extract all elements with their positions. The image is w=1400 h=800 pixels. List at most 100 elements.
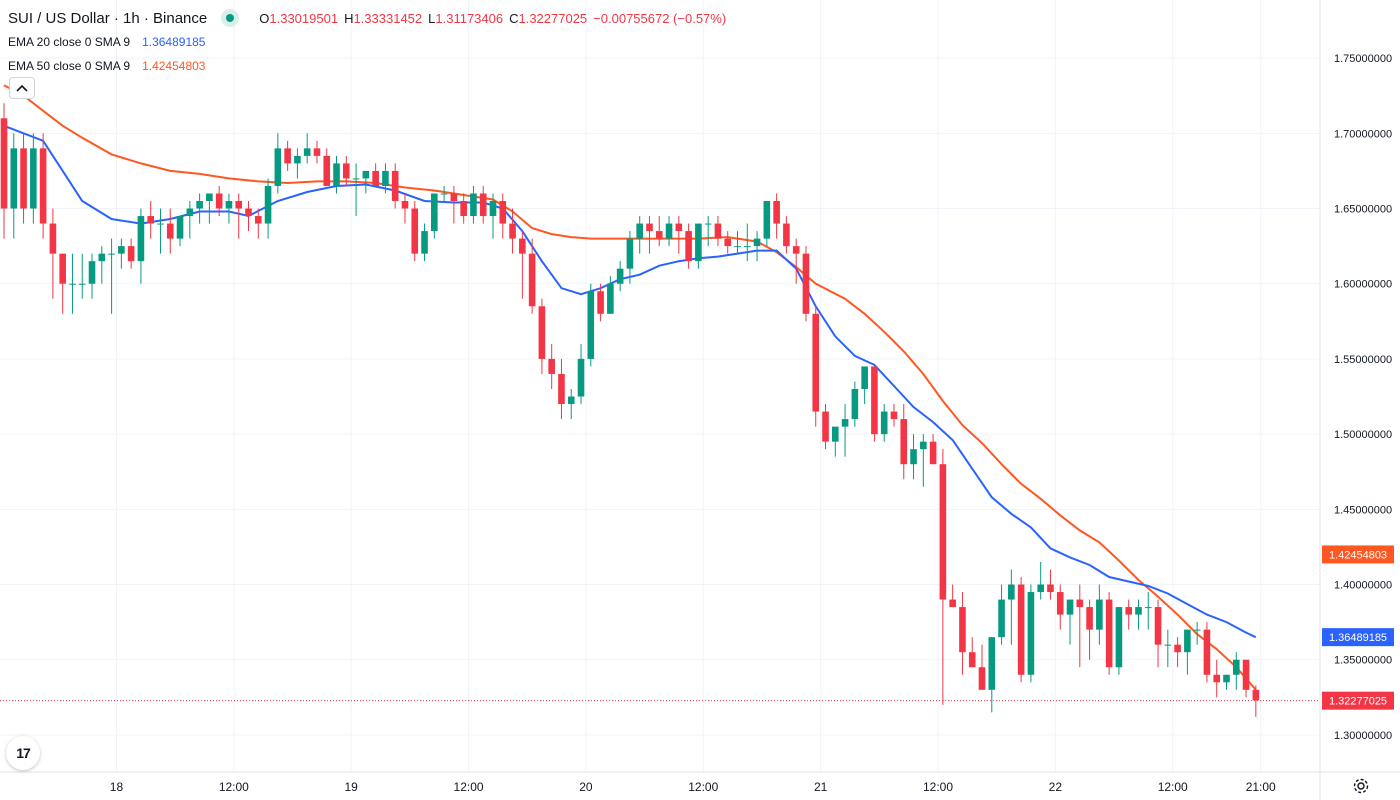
candle <box>127 238 135 269</box>
candle <box>528 238 536 314</box>
candle <box>235 193 243 239</box>
candle-body <box>675 223 683 232</box>
candle <box>675 216 683 254</box>
candle-body <box>939 464 947 600</box>
candle <box>1105 592 1113 675</box>
candle-body <box>910 449 917 465</box>
candle <box>587 283 595 367</box>
candle <box>1193 622 1201 645</box>
time-axis[interactable]: 18 12:00 19 12:00 20 12:00 21 12:00 22 12:00 21:00 <box>0 771 1400 794</box>
candle-body <box>1135 607 1142 615</box>
last-price-badge: 1.32277025 <box>1322 691 1394 710</box>
candle <box>998 584 1005 645</box>
legend-ema20-row[interactable]: EMA 20 close 0 SMA 9 1.36489185 <box>8 30 726 54</box>
candle <box>558 358 565 420</box>
legend-main-row: SUI / US Dollar · 1h · Binance O 1.330195… <box>8 6 726 30</box>
candle-body <box>616 268 624 284</box>
candle-body <box>929 441 937 465</box>
time-tick-label: 18 <box>110 780 124 794</box>
candle-body <box>792 246 800 254</box>
candle-body <box>137 216 145 262</box>
candle-body <box>1184 629 1191 653</box>
candle <box>597 283 604 322</box>
candle <box>636 216 643 254</box>
market-status-icon <box>221 9 240 27</box>
candle-body <box>665 223 673 239</box>
candle <box>567 389 575 420</box>
candle-body <box>959 607 966 653</box>
candle-body <box>215 193 223 209</box>
candle <box>352 163 360 217</box>
price-tick-label: 1.40000000 <box>1334 580 1392 592</box>
candle-body <box>499 201 507 224</box>
candle-body <box>372 170 379 186</box>
candle-body <box>988 637 996 690</box>
candle-body <box>626 238 634 269</box>
time-tick-label: 12:00 <box>923 780 953 794</box>
candle <box>431 193 438 239</box>
candle <box>665 216 673 247</box>
candle-body <box>0 118 8 209</box>
price-tick-label: 1.55000000 <box>1334 354 1392 366</box>
time-tick-label: 20 <box>579 780 593 794</box>
candle-body <box>1232 659 1240 675</box>
candle-body <box>313 148 321 156</box>
candle-body <box>1056 592 1064 615</box>
candle <box>323 148 331 186</box>
candle <box>1223 674 1230 690</box>
price-tick-label: 1.60000000 <box>1334 279 1392 291</box>
candle-body <box>470 193 477 217</box>
candle-body <box>636 223 643 239</box>
candle-body <box>59 253 66 284</box>
candle-body <box>743 246 751 248</box>
candle-body <box>10 148 18 209</box>
candle-body <box>920 441 927 450</box>
symbol-title[interactable]: SUI / US Dollar · 1h · Binance <box>8 9 208 27</box>
time-tick-label: 21:00 <box>1246 780 1276 794</box>
legend-ema50-row[interactable]: EMA 50 close 0 SMA 9 1.42454803 <box>8 54 726 78</box>
candle <box>303 133 311 164</box>
candle-body <box>30 148 37 209</box>
candle <box>1096 584 1103 645</box>
candle-body <box>343 163 350 179</box>
candle-body <box>538 306 546 359</box>
price-axis[interactable]: 1.30000000 1.35000000 1.40000000 1.45000000… <box>1319 0 1394 800</box>
candle <box>724 231 732 254</box>
tradingview-logo[interactable]: 17 <box>6 736 40 770</box>
candle <box>753 231 761 262</box>
candle <box>890 404 898 427</box>
ema20-price-badge-bg <box>1322 628 1394 647</box>
candle <box>59 253 66 314</box>
candle <box>1027 584 1035 683</box>
price-tick-label: 1.65000000 <box>1334 204 1392 216</box>
candle-body <box>411 208 419 254</box>
time-tick-label: 12:00 <box>219 780 249 794</box>
candle-body <box>822 411 829 442</box>
candle-body <box>401 201 409 209</box>
gear-icon[interactable] <box>1351 776 1371 796</box>
candle <box>519 231 526 299</box>
candle <box>1164 629 1172 668</box>
candle <box>1076 584 1084 668</box>
candle <box>20 133 27 224</box>
legend-collapse-button[interactable] <box>9 77 35 99</box>
candle-body <box>235 201 243 209</box>
ema20-line <box>3 124 1257 639</box>
candle-body <box>900 419 908 465</box>
candle <box>607 276 614 314</box>
candle-body <box>323 155 331 186</box>
candle-body <box>294 155 301 164</box>
candle-body <box>489 201 497 217</box>
candle-body <box>352 178 360 180</box>
candle <box>616 261 624 292</box>
candle <box>1047 569 1054 600</box>
candle <box>274 133 282 194</box>
candle <box>1125 599 1132 630</box>
candle-body <box>685 231 692 262</box>
candle <box>1252 685 1260 717</box>
candle <box>39 133 47 239</box>
candle <box>0 103 8 239</box>
last-price-badge-text: 1.32277025 <box>1329 696 1387 708</box>
candle-body <box>558 373 565 405</box>
